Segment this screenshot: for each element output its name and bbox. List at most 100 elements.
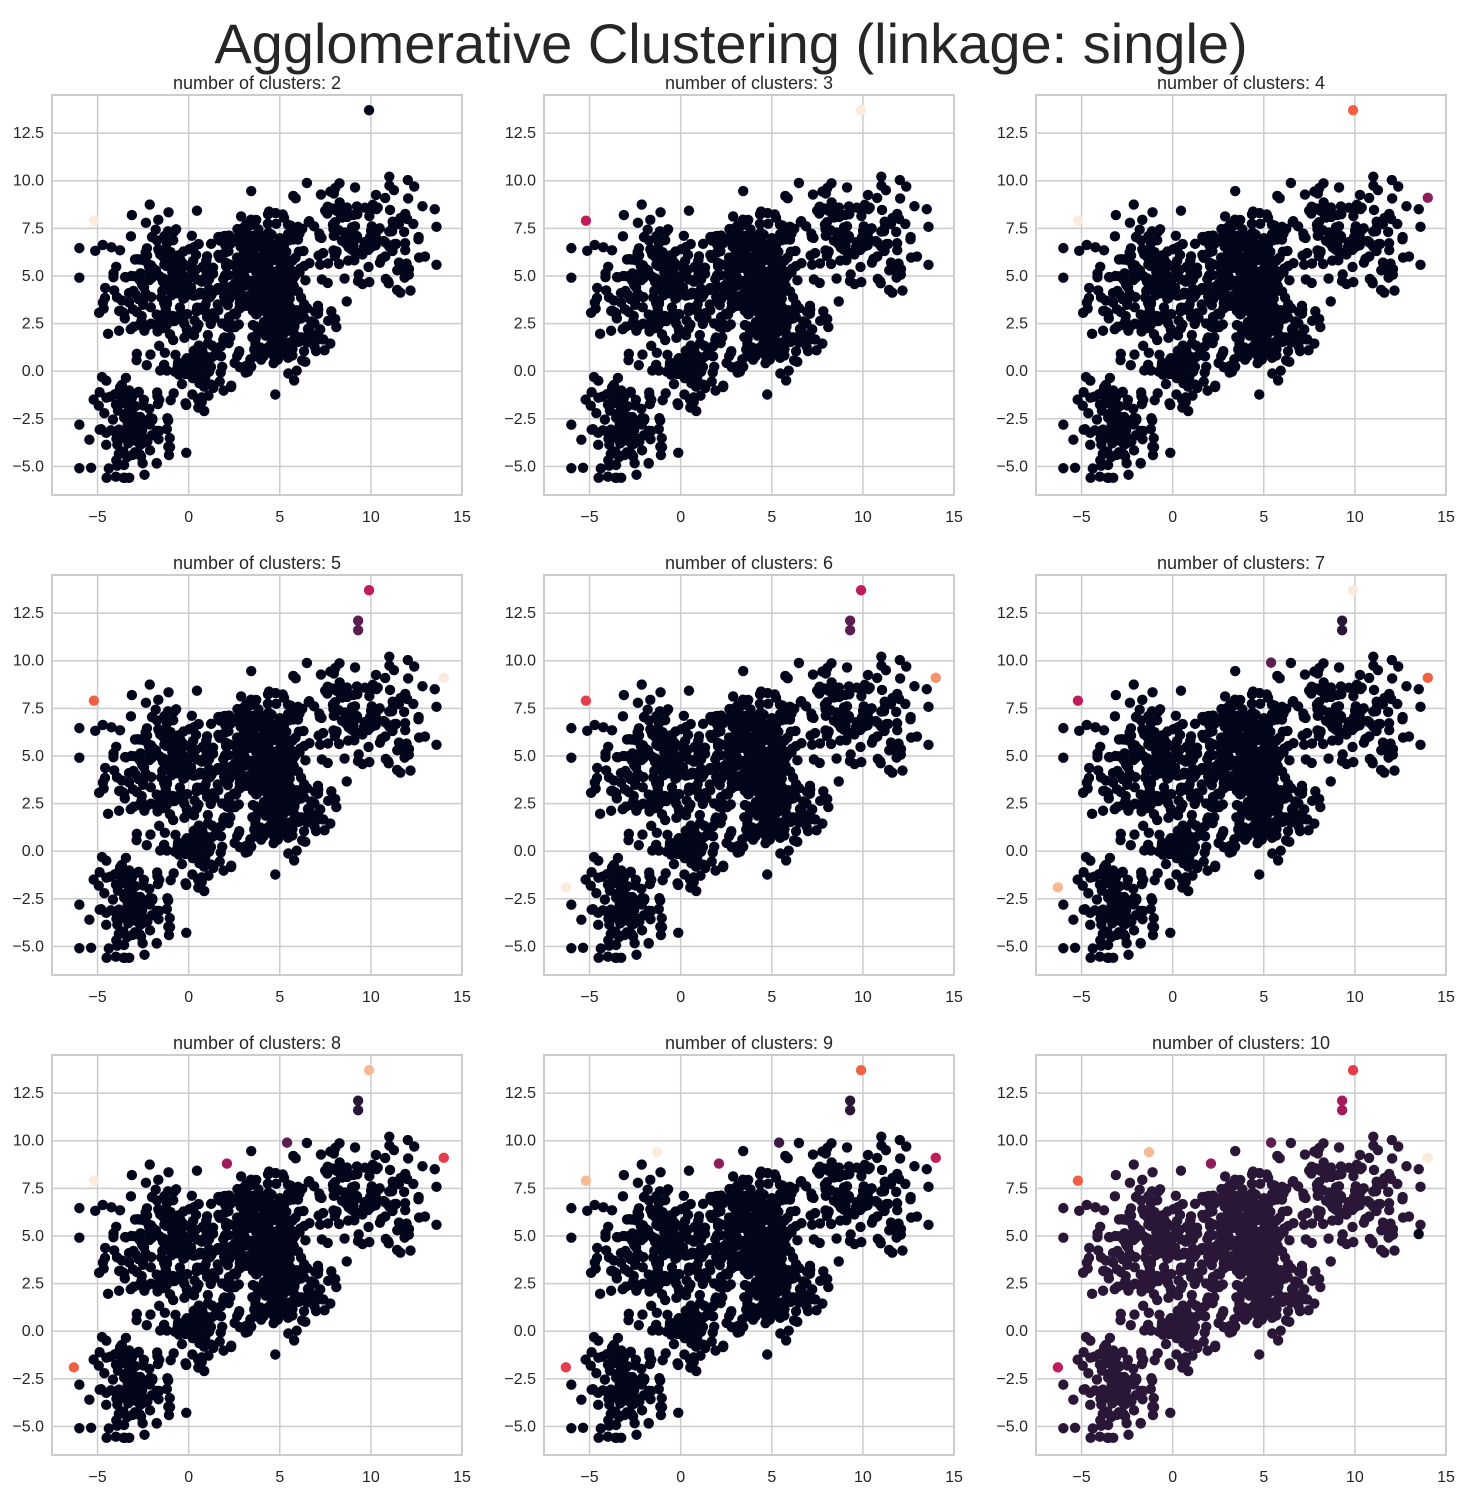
- data-point: [245, 694, 257, 705]
- data-point: [108, 765, 120, 776]
- data-point: [1330, 233, 1342, 245]
- data-point: [1182, 358, 1193, 369]
- data-point: [1170, 230, 1182, 241]
- data-point: [329, 708, 341, 719]
- data-point: [1299, 189, 1311, 200]
- data-point: [270, 389, 281, 400]
- y-tick-label: 7.5: [514, 220, 536, 237]
- data-point: [270, 207, 281, 219]
- data-point: [1149, 311, 1161, 322]
- data-point: [322, 795, 334, 807]
- data-point: [122, 419, 133, 430]
- data-point: [267, 788, 278, 799]
- data-point: [165, 395, 176, 406]
- data-point: [235, 691, 247, 702]
- data-point: [657, 791, 669, 802]
- data-point: [650, 753, 662, 764]
- data-point: [322, 258, 334, 269]
- data-point: [272, 761, 283, 772]
- data-point: [283, 848, 294, 859]
- data-point: [739, 319, 751, 331]
- data-point: [604, 439, 615, 450]
- data-point: [222, 779, 233, 791]
- data-point: [98, 303, 109, 314]
- data-point: [158, 753, 170, 764]
- y-tick-label: 0.0: [1006, 363, 1028, 380]
- data-point: [153, 214, 164, 226]
- data-point: [164, 913, 175, 924]
- data-point: [1276, 234, 1288, 245]
- data-point: [262, 218, 274, 229]
- data-point: [1110, 209, 1122, 221]
- data-point: [139, 469, 150, 480]
- data-point: [762, 340, 773, 351]
- data-point: [384, 684, 396, 696]
- data-point: [112, 919, 123, 930]
- y-tick-label: 7.5: [514, 700, 536, 717]
- data-point: [138, 874, 150, 886]
- data-point: [738, 185, 749, 197]
- data-point: [151, 905, 163, 916]
- data-point: [623, 354, 634, 366]
- panel-title: number of clusters: 5: [173, 553, 341, 573]
- data-point: [319, 345, 330, 356]
- data-point: [1107, 387, 1119, 399]
- data-point: [834, 211, 845, 223]
- data-point: [136, 790, 147, 802]
- data-point: [240, 847, 251, 858]
- data-point: [391, 284, 403, 296]
- data-point: [308, 221, 320, 232]
- data-point: [216, 318, 228, 329]
- outlier-point: [88, 695, 100, 706]
- data-point: [582, 245, 593, 257]
- data-point: [90, 725, 101, 737]
- data-point: [615, 387, 627, 399]
- data-point: [768, 322, 779, 333]
- y-tick-label: 2.5: [22, 796, 44, 813]
- data-point: [642, 704, 653, 715]
- data-point: [745, 224, 756, 235]
- data-point: [95, 424, 107, 435]
- data-point: [371, 233, 383, 245]
- data-point: [1375, 284, 1387, 296]
- data-point: [131, 354, 142, 366]
- data-point: [74, 419, 85, 430]
- data-point: [343, 735, 354, 746]
- data-point: [301, 817, 313, 828]
- y-tick-label: 0.0: [22, 843, 44, 860]
- data-point: [152, 806, 163, 817]
- data-point: [1085, 375, 1096, 386]
- data-point: [178, 292, 190, 304]
- data-point: [125, 231, 137, 242]
- data-point: [123, 867, 135, 879]
- data-point: [1100, 379, 1112, 391]
- data-point: [272, 281, 283, 292]
- data-point: [186, 710, 198, 721]
- data-point: [1285, 177, 1297, 189]
- data-point: [677, 263, 689, 274]
- data-point: [653, 423, 665, 435]
- data-point: [247, 319, 259, 331]
- data-point: [1246, 218, 1258, 229]
- data-point: [838, 233, 850, 245]
- data-point: [1105, 451, 1117, 463]
- data-point: [247, 305, 259, 317]
- data-point: [592, 762, 603, 774]
- data-point: [108, 748, 119, 759]
- data-point: [1058, 242, 1069, 254]
- data-point: [666, 302, 678, 313]
- data-point: [618, 401, 630, 412]
- outlier-point: [363, 105, 375, 116]
- data-point: [660, 814, 671, 826]
- data-point: [131, 834, 142, 846]
- data-point: [417, 681, 428, 692]
- data-point: [683, 685, 695, 696]
- data-point: [1131, 414, 1142, 425]
- data-point: [1234, 338, 1245, 349]
- data-point: [1090, 242, 1101, 253]
- data-point: [831, 273, 842, 284]
- data-point: [392, 745, 403, 756]
- outlier-point: [352, 625, 364, 636]
- data-point: [602, 471, 614, 482]
- y-tick-label: −5.0: [504, 458, 536, 475]
